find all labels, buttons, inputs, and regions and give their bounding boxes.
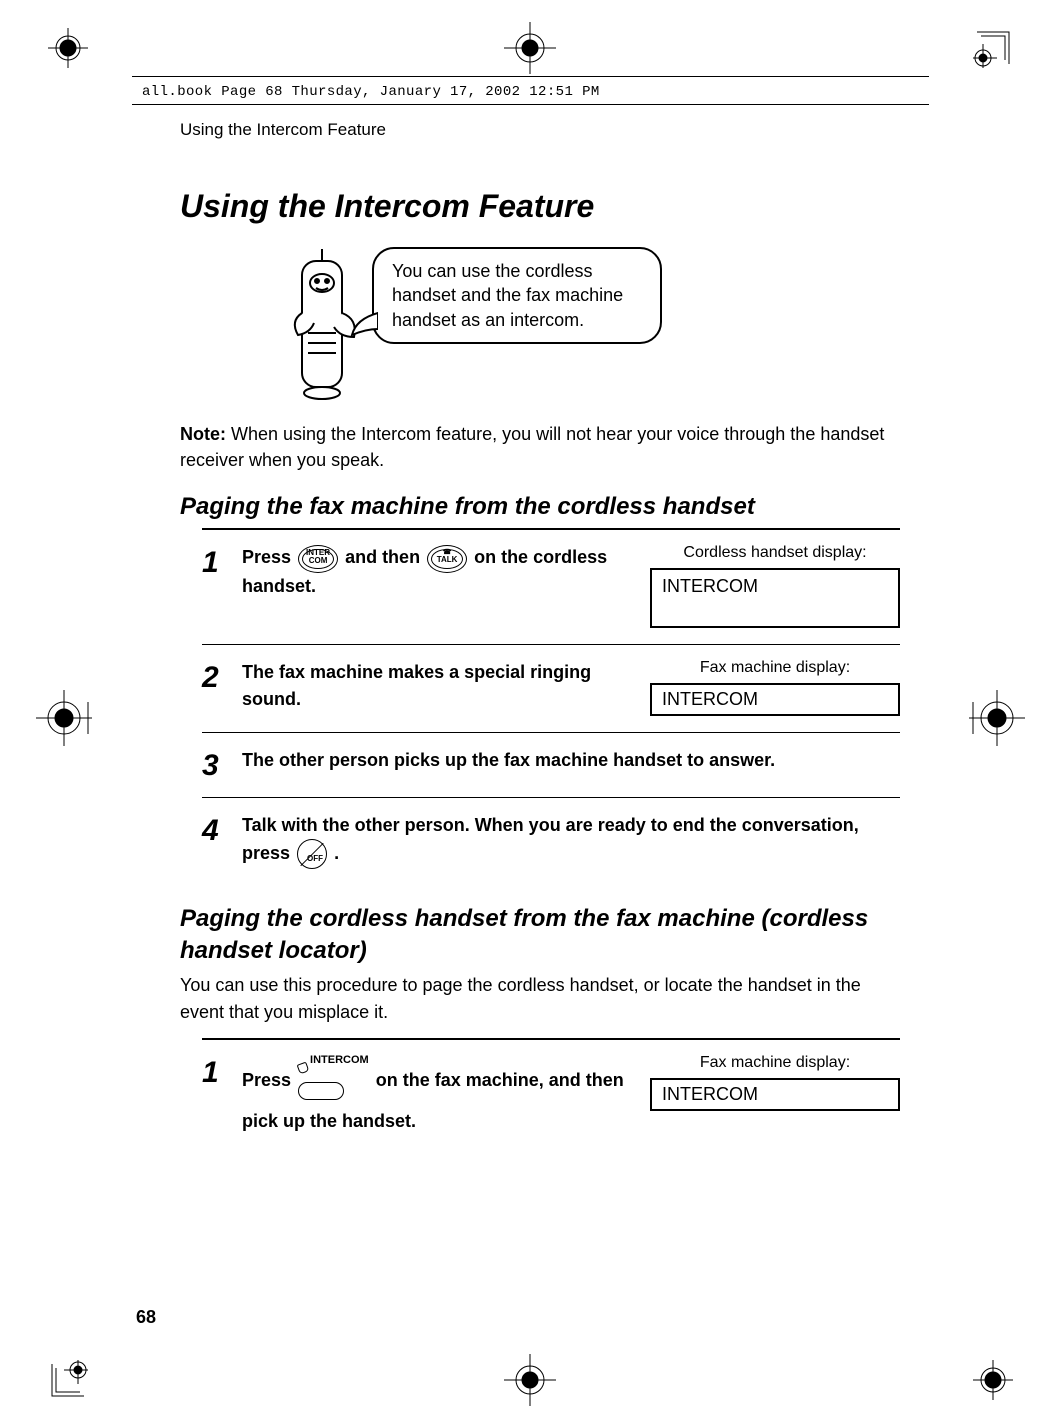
- text-fragment: .: [334, 843, 339, 863]
- oval-key-icon: [298, 1082, 344, 1100]
- header-rule: [132, 104, 929, 105]
- step-number: 2: [202, 663, 230, 693]
- step-item: 4 Talk with the other person. When you a…: [202, 797, 900, 885]
- display-box: INTERCOM: [650, 1078, 900, 1111]
- registration-mark-icon: [502, 1352, 558, 1408]
- display-column: Cordless handset display: INTERCOM: [650, 544, 900, 628]
- content-area: Using the Intercom Feature Using the Int…: [180, 120, 900, 1151]
- display-label: Fax machine display:: [650, 1054, 900, 1072]
- phone-icon: [297, 1062, 310, 1075]
- registration-mark-icon: [502, 20, 558, 76]
- speech-text: You can use the cordless handset and the…: [392, 261, 623, 330]
- crop-mark-icon: [48, 28, 88, 68]
- display-column: Fax machine display: INTERCOM: [650, 1054, 900, 1111]
- speech-tail-icon: [350, 309, 378, 337]
- page: all.book Page 68 Thursday, January 17, 2…: [0, 0, 1061, 1428]
- step-item: 1 Press INTERCOM and then ☎TALK on the c…: [202, 528, 900, 644]
- display-label: Fax machine display:: [650, 659, 900, 677]
- crop-mark-icon: [973, 28, 1013, 68]
- crop-mark-icon: [48, 1360, 88, 1400]
- steps-list: 1 Press INTERCOM and then ☎TALK on the c…: [202, 528, 900, 885]
- step-text: The other person picks up the fax machin…: [242, 747, 900, 774]
- off-key-icon: OFF: [297, 839, 327, 869]
- step-number: 4: [202, 816, 230, 846]
- note-bold: Note:: [180, 424, 226, 444]
- intro-row: You can use the cordless handset and the…: [276, 243, 900, 403]
- section-heading: Paging the fax machine from the cordless…: [180, 491, 900, 522]
- speech-bubble: You can use the cordless handset and the…: [372, 247, 662, 344]
- display-box: INTERCOM: [650, 683, 900, 716]
- text-fragment: Press: [242, 547, 296, 567]
- step-text: Press INTERCOM and then ☎TALK on the cor…: [242, 544, 632, 599]
- display-box: INTERCOM: [650, 568, 900, 628]
- note-paragraph: Note: When using the Intercom feature, y…: [180, 421, 900, 473]
- step-number: 1: [202, 548, 230, 578]
- display-column: Fax machine display: INTERCOM: [650, 659, 900, 716]
- step-item: 1 Press INTERCOM on the fax machine, and…: [202, 1038, 900, 1151]
- display-label: Cordless handset display:: [650, 544, 900, 562]
- step-item: 3 The other person picks up the fax mach…: [202, 732, 900, 797]
- step-number: 3: [202, 751, 230, 781]
- step-text: Talk with the other person. When you are…: [242, 812, 900, 869]
- note-rest: When using the Intercom feature, you wil…: [180, 424, 884, 470]
- page-number: 68: [136, 1307, 156, 1328]
- intercom-button-icon: INTERCOM: [298, 1054, 369, 1108]
- steps-list: 1 Press INTERCOM on the fax machine, and…: [202, 1038, 900, 1151]
- header-rule: [132, 76, 929, 77]
- talk-key-icon: ☎TALK: [427, 545, 467, 573]
- step-text: The fax machine makes a special ringing …: [242, 659, 632, 713]
- page-title: Using the Intercom Feature: [180, 188, 900, 225]
- step-text: Press INTERCOM on the fax machine, and t…: [242, 1054, 632, 1135]
- running-header: Using the Intercom Feature: [180, 120, 900, 140]
- text-fragment: Press: [242, 1070, 296, 1090]
- registration-mark-icon: [36, 690, 92, 746]
- text-fragment: and then: [345, 547, 425, 567]
- crop-mark-icon: [973, 1360, 1013, 1400]
- step-number: 1: [202, 1058, 230, 1088]
- print-footer: all.book Page 68 Thursday, January 17, 2…: [142, 84, 600, 100]
- registration-mark-icon: [969, 690, 1025, 746]
- section-paragraph: You can use this procedure to page the c…: [180, 972, 900, 1026]
- intercom-key-icon: INTERCOM: [298, 545, 338, 573]
- section-heading: Paging the cordless handset from the fax…: [180, 903, 900, 965]
- key-label: INTERCOM: [310, 1054, 369, 1066]
- step-item: 2 The fax machine makes a special ringin…: [202, 644, 900, 732]
